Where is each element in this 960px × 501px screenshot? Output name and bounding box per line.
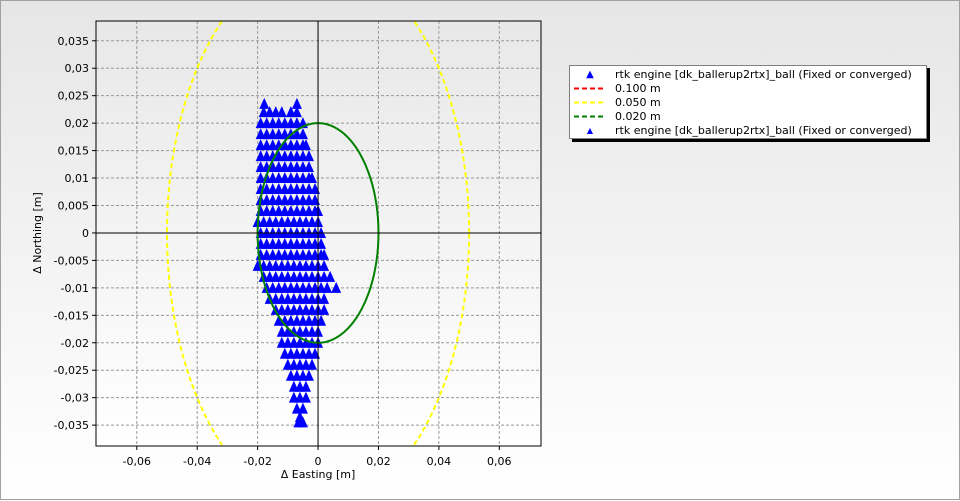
data-point: [303, 150, 314, 162]
tick-labels: -0,06 -0,04 -0,02 0 0,02 0,04 0,06 0,035 0,03 0,0…: [54, 35, 512, 468]
triangle-marker-icon: ▲: [586, 68, 594, 80]
y-tick-label: 0,03: [65, 62, 90, 75]
data-point: [310, 183, 321, 195]
legend-item-0100: 0.100 m: [570, 81, 926, 95]
data-point: [291, 97, 302, 109]
data-point: [300, 391, 311, 403]
x-tick-label: -0,02: [243, 455, 271, 468]
y-tick-label: 0,015: [58, 145, 90, 158]
circle-0050: [166, 21, 471, 446]
data-point: [319, 303, 330, 315]
data-point: [331, 281, 342, 293]
y-tick-label: -0,035: [54, 419, 89, 432]
data-point: [297, 128, 308, 140]
y-tick-label: -0,025: [54, 364, 89, 377]
legend-item-series: ▲ rtk engine [dk_ballerup2rtx]_ball (Fixe…: [570, 67, 926, 81]
data-point: [291, 106, 302, 118]
x-tick-label: 0,06: [487, 455, 512, 468]
data-point: [300, 139, 311, 151]
legend: ▲ rtk engine [dk_ballerup2rtx]_ball (Fixe…: [569, 65, 927, 139]
y-tick-label: -0,02: [61, 337, 89, 350]
y-tick-label: -0,015: [54, 309, 89, 322]
legend-item-0020: 0.020 m: [570, 109, 926, 123]
y-tick-label: -0,01: [61, 282, 89, 295]
x-tick-label: -0,04: [183, 455, 211, 468]
data-point: [310, 194, 321, 206]
y-tick-label: 0,005: [58, 199, 90, 212]
data-point: [322, 281, 333, 293]
y-tick-label: -0,03: [61, 392, 89, 405]
data-point: [310, 347, 321, 359]
data-point: [303, 369, 314, 381]
y-tick-label: 0,025: [58, 90, 90, 103]
data-point: [319, 248, 330, 260]
data-point: [316, 314, 327, 326]
data-point: [303, 161, 314, 173]
y-tick-label: 0,02: [65, 117, 90, 130]
y-axis-label: Δ Northing [m]: [31, 192, 44, 274]
x-tick-label: 0,04: [427, 455, 452, 468]
zero-axes: [96, 21, 541, 446]
data-point: [325, 270, 336, 282]
data-point: [319, 292, 330, 304]
data-point: [307, 358, 318, 370]
dashed-line-green-icon: [570, 115, 610, 118]
y-tick-label: 0,035: [58, 35, 90, 48]
y-tick-label: -0,005: [54, 254, 89, 267]
data-point: [276, 106, 287, 118]
dashed-line-yellow-icon: [570, 101, 610, 104]
legend-item-series-small: ▲ rtk engine [dk_ballerup2rtx]_ball (Fixe…: [570, 123, 926, 137]
series-marks: [252, 97, 342, 428]
data-point: [297, 416, 308, 428]
y-tick-label: 0: [82, 227, 89, 240]
x-axis-label: Δ Easting [m]: [281, 468, 356, 481]
data-point: [316, 237, 327, 249]
y-tick-label: 0,01: [65, 172, 90, 185]
data-point: [259, 97, 270, 109]
x-tick-label: 0: [315, 455, 322, 468]
x-tick-label: 0,02: [366, 455, 391, 468]
data-point: [300, 380, 311, 392]
x-tick-label: -0,06: [123, 455, 151, 468]
data-point: [297, 402, 308, 414]
data-point: [307, 172, 318, 184]
dashed-line-red-icon: [570, 87, 610, 90]
legend-item-0050: 0.050 m: [570, 95, 926, 109]
data-point: [319, 259, 330, 271]
triangle-marker-icon: ▲: [586, 125, 594, 135]
